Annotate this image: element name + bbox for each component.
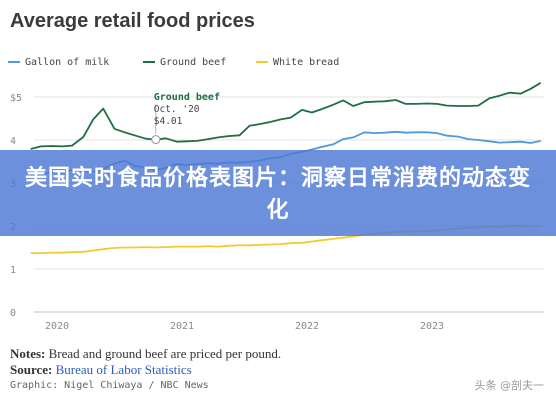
watermark: 头条 @剖夫一 [474,379,545,392]
graphic-credit: Graphic: Nigel Chiwaya / NBC News [10,380,209,391]
overlay-banner: 美国实时食品价格表图片：洞察日常消费的动态变化 [0,150,556,236]
series-line-ground-beef [30,82,542,150]
annotation-text: $4.01 [154,116,183,127]
y-tick-label: $5 [10,93,22,104]
legend-label-beef: Ground beef [160,57,227,68]
chart-title: Average retail food prices [10,10,255,32]
legend-item-milk: Gallon of milk [8,57,109,68]
legend-item-bread: White bread [256,57,339,68]
chart-source: Source: Bureau of Labor Statistics [10,362,192,378]
notes-text: Bread and ground beef are priced per pou… [48,346,282,361]
y-tick-label: 1 [10,265,16,276]
legend-swatch-milk [8,61,20,63]
x-tick-label: 2022 [295,321,319,332]
legend-label-bread: White bread [273,57,340,68]
legend-swatch-beef [143,61,155,63]
annotation-marker [151,135,161,145]
legend-swatch-bread [256,61,268,63]
chart-notes: Notes: Bread and ground beef are priced … [10,346,281,362]
notes-label: Notes: [10,346,46,361]
legend-label-milk: Gallon of milk [25,57,110,68]
legend-item-beef: Ground beef [143,57,226,68]
source-link[interactable]: Bureau of Labor Statistics [55,362,192,377]
source-label: Source: [10,362,53,377]
banner-text: 美国实时食品价格表图片：洞察日常消费的动态变化 [24,166,531,223]
y-tick-label: 4 [10,136,16,147]
annotation-text: Oct. '20 [154,104,200,115]
annotation-text: Ground beef [154,92,220,103]
x-tick-label: 2023 [420,321,444,332]
x-tick-label: 2021 [170,321,194,332]
x-tick-label: 2020 [45,321,69,332]
y-tick-label: 0 [10,308,16,319]
